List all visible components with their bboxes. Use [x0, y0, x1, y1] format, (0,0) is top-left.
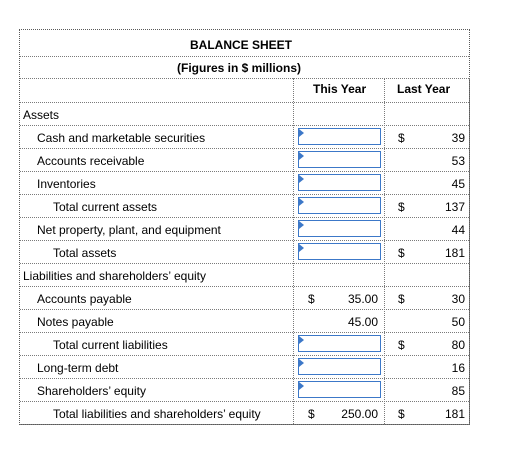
balance-sheet-table: BALANCE SHEET (Figures in $ millions) Th…: [19, 29, 470, 425]
this-year-input[interactable]: [298, 243, 381, 260]
divider: [20, 401, 469, 402]
table-row: Long-term debt 16: [20, 356, 469, 379]
row-label: Accounts receivable: [37, 154, 145, 168]
last-year-dollar-sign: $: [398, 200, 405, 214]
column-header-last-year: Last Year: [397, 82, 451, 96]
table-row: Net property, plant, and equipment 44: [20, 218, 469, 241]
divider: [20, 125, 469, 126]
this-year-input[interactable]: [298, 174, 381, 191]
divider: [20, 424, 469, 425]
last-year-value: 53: [451, 154, 465, 168]
last-year-dollar-sign: $: [398, 292, 405, 306]
last-year-dollar-sign: $: [398, 338, 405, 352]
last-year-value: 39: [451, 131, 465, 145]
row-label: Total current liabilities: [53, 338, 168, 352]
last-year-dollar-sign: $: [398, 131, 405, 145]
row-label: Notes payable: [37, 315, 114, 329]
last-year-value: 181: [444, 407, 465, 421]
this-year-value: 250.00: [341, 407, 378, 421]
table-row: Accounts receivable 53: [20, 149, 469, 172]
table-row: Shareholders’ equity 85: [20, 379, 469, 402]
divider: [20, 332, 469, 333]
row-label: Assets: [23, 108, 60, 122]
last-year-value: 80: [451, 338, 465, 352]
divider: [20, 194, 469, 195]
column-divider: [293, 78, 294, 424]
table-row: Assets: [20, 103, 469, 126]
divider: [20, 263, 469, 264]
this-year-value: 45.00: [347, 315, 378, 329]
column-header-this-year: This Year: [313, 82, 367, 96]
table-row: Liabilities and shareholders’ equity: [20, 264, 469, 287]
divider: [20, 102, 469, 103]
row-label: Inventories: [37, 177, 96, 191]
row-label: Long-term debt: [37, 361, 119, 375]
divider: [20, 240, 469, 241]
last-year-dollar-sign: $: [398, 407, 405, 421]
divider: [20, 78, 469, 79]
last-year-value: 137: [444, 200, 465, 214]
table-row: Accounts payable $35.00 $30: [20, 287, 469, 310]
row-label: Shareholders’ equity: [37, 384, 146, 398]
this-year-input[interactable]: [298, 220, 381, 237]
last-year-dollar-sign: $: [398, 246, 405, 260]
this-year-value: 35.00: [347, 292, 378, 306]
this-year-input[interactable]: [298, 151, 381, 168]
column-divider: [469, 78, 470, 424]
row-label: Total liabilities and shareholders’ equi…: [53, 407, 261, 421]
divider: [20, 217, 469, 218]
this-year-dollar-sign: $: [308, 292, 315, 306]
sheet-title: BALANCE SHEET: [190, 38, 293, 52]
divider: [20, 171, 469, 172]
this-year-input[interactable]: [298, 358, 381, 375]
row-label: Net property, plant, and equipment: [37, 223, 221, 237]
sheet-subtitle: (Figures in $ millions): [177, 61, 302, 75]
column-divider: [384, 78, 385, 424]
table-row: Notes payable 45.00 50: [20, 310, 469, 333]
divider: [20, 355, 469, 356]
row-label: Total current assets: [53, 200, 158, 214]
table-row: Cash and marketable securities $39: [20, 126, 469, 149]
divider: [20, 286, 469, 287]
this-year-input[interactable]: [298, 128, 381, 145]
row-label: Total assets: [53, 246, 117, 260]
last-year-value: 45: [451, 177, 465, 191]
divider: [20, 309, 469, 310]
this-year-input[interactable]: [298, 381, 381, 398]
last-year-value: 85: [451, 384, 465, 398]
divider: [20, 148, 469, 149]
row-label: Accounts payable: [37, 292, 132, 306]
table-row: Total current assets $137: [20, 195, 469, 218]
last-year-value: 30: [451, 292, 465, 306]
this-year-input[interactable]: [298, 335, 381, 352]
table-row: Inventories 45: [20, 172, 469, 195]
last-year-value: 44: [451, 223, 465, 237]
table-row: Total current liabilities $80: [20, 333, 469, 356]
row-label: Cash and marketable securities: [37, 131, 206, 145]
divider: [20, 378, 469, 379]
table-row: Total liabilities and shareholders’ equi…: [20, 402, 469, 425]
row-label: Liabilities and shareholders’ equity: [23, 269, 206, 283]
table-row: Total assets $181: [20, 241, 469, 264]
last-year-value: 181: [444, 246, 465, 260]
last-year-value: 50: [451, 315, 465, 329]
last-year-value: 16: [451, 361, 465, 375]
this-year-dollar-sign: $: [308, 407, 315, 421]
divider: [20, 56, 469, 57]
this-year-input[interactable]: [298, 197, 381, 214]
